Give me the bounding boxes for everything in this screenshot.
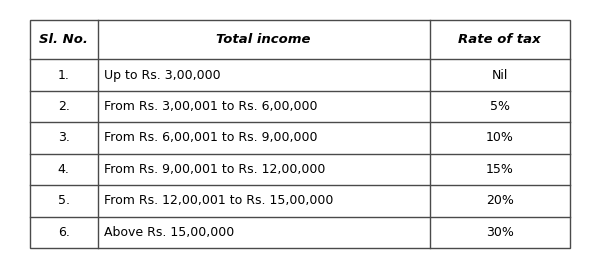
Text: 10%: 10%	[486, 131, 514, 144]
Text: Total income: Total income	[217, 33, 311, 46]
Text: Sl. No.: Sl. No.	[40, 33, 88, 46]
Bar	[30, 20, 570, 248]
Text: Up to Rs. 3,00,000: Up to Rs. 3,00,000	[104, 69, 220, 82]
Text: 4.: 4.	[58, 163, 70, 176]
Text: 3.: 3.	[58, 131, 70, 144]
Text: 1.: 1.	[58, 69, 70, 82]
Text: From Rs. 9,00,001 to Rs. 12,00,000: From Rs. 9,00,001 to Rs. 12,00,000	[104, 163, 325, 176]
Text: Nil: Nil	[491, 69, 508, 82]
Text: 5.: 5.	[58, 194, 70, 207]
Text: 5%: 5%	[490, 100, 510, 113]
Text: From Rs. 3,00,001 to Rs. 6,00,000: From Rs. 3,00,001 to Rs. 6,00,000	[104, 100, 317, 113]
Text: 15%: 15%	[486, 163, 514, 176]
Text: From Rs. 6,00,001 to Rs. 9,00,000: From Rs. 6,00,001 to Rs. 9,00,000	[104, 131, 317, 144]
Text: Above Rs. 15,00,000: Above Rs. 15,00,000	[104, 226, 234, 239]
Text: 6.: 6.	[58, 226, 70, 239]
Text: From Rs. 12,00,001 to Rs. 15,00,000: From Rs. 12,00,001 to Rs. 15,00,000	[104, 194, 333, 207]
Text: 20%: 20%	[486, 194, 514, 207]
Text: Rate of tax: Rate of tax	[458, 33, 541, 46]
Text: 30%: 30%	[486, 226, 514, 239]
Text: 2.: 2.	[58, 100, 70, 113]
